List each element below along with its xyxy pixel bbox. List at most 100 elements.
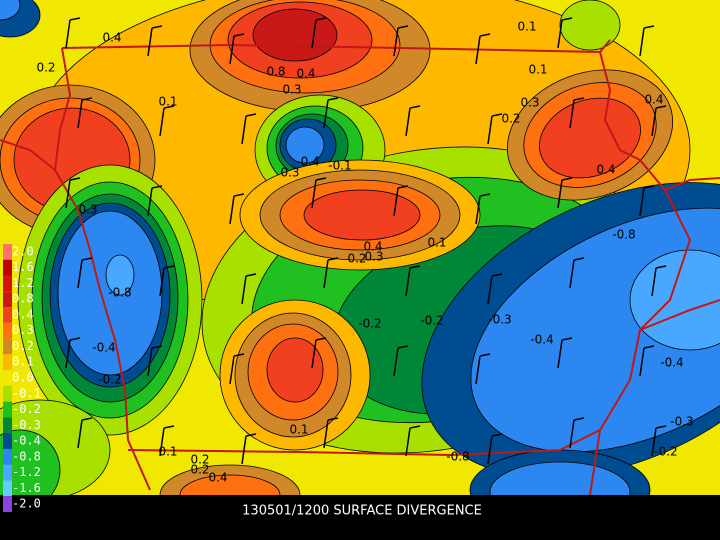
legend-label: 0.4 — [12, 307, 34, 321]
contour-region — [303, 189, 421, 241]
contour-region — [252, 8, 338, 62]
contour-label: 0.2 — [36, 61, 55, 75]
legend-label: -1.6 — [12, 481, 41, 495]
wind-barb — [639, 185, 655, 217]
wind-barb — [159, 425, 175, 457]
wind-barb — [65, 337, 81, 369]
wind-barb — [147, 25, 163, 57]
wind-barb — [487, 113, 503, 145]
wind-barb — [569, 417, 585, 449]
legend-swatch — [3, 354, 12, 371]
wind-barb — [651, 425, 667, 457]
color-legend: 2.0 1.6 1.2 0.80.4 0.3 0.2 0.1 0.0-0.1 -0.2 -0.3 -… — [3, 244, 41, 512]
legend-label: 1.6 — [12, 260, 34, 274]
legend-swatch — [3, 464, 12, 481]
wind-barb — [159, 105, 175, 137]
legend-label: 1.2 — [12, 276, 34, 290]
wind-barb — [323, 417, 339, 449]
contour-label: 0.3 — [282, 83, 301, 97]
legend-swatch — [3, 401, 12, 418]
legend-swatch — [3, 338, 12, 355]
wind-barb — [77, 417, 93, 449]
contour-label: -0.3 — [670, 415, 693, 429]
contour-label: 0.4 — [363, 240, 382, 254]
wind-barb — [241, 273, 257, 305]
contour-label: 0.3 — [78, 203, 97, 217]
wind-barb — [475, 193, 491, 225]
legend-swatch — [3, 244, 12, 260]
wind-barb — [77, 97, 93, 129]
wind-barb — [405, 265, 421, 297]
wind-barb — [65, 177, 81, 209]
wind-barb — [651, 265, 667, 297]
contour-labels: 0.40.8 0.40.30.10.10.10.30.20.4-0.4 -0.10.… — [36, 20, 693, 485]
wind-barb — [569, 97, 585, 129]
wind-barb — [639, 25, 655, 57]
contour-label: -0.8 — [612, 228, 635, 242]
contour-label: -0.4 — [660, 356, 683, 370]
wind-barb — [229, 33, 245, 65]
wind-barb — [557, 337, 573, 369]
legend-swatch — [3, 480, 12, 497]
legend-swatch — [3, 291, 12, 308]
legend-swatch — [3, 275, 12, 292]
wind-barb — [475, 33, 491, 65]
legend-swatch — [3, 259, 12, 276]
wind-barb — [147, 185, 163, 217]
legend-swatch — [3, 496, 12, 512]
legend-label: -0.3 — [12, 418, 41, 432]
contour-region — [285, 126, 325, 164]
wind-barb — [405, 425, 421, 457]
contour-label: 0.4 — [208, 471, 227, 485]
contour-label: 0.3 — [280, 166, 299, 180]
contour-label: -0.2 — [358, 317, 381, 331]
legend-label: -0.4 — [12, 434, 41, 448]
wind-barb — [65, 17, 81, 49]
legend-swatch — [3, 322, 12, 339]
wind-barb — [229, 193, 245, 225]
contour-label: 0.8 — [266, 65, 285, 79]
legend-label: 2.0 — [12, 244, 34, 258]
legend-label: -0.2 — [12, 402, 41, 416]
contour-label: 0.1 — [158, 445, 177, 459]
legend-label: -0.8 — [12, 449, 41, 463]
contour-label: 0.1 — [289, 423, 308, 437]
contour-region — [57, 210, 163, 376]
wind-barb — [311, 17, 327, 49]
contour-region — [266, 337, 324, 403]
contour-region — [0, 0, 21, 21]
legend-label: 0.3 — [12, 323, 34, 337]
contour-label: 0.4 — [644, 93, 663, 107]
legend-swatch — [3, 307, 12, 323]
wind-barb — [311, 337, 327, 369]
wind-barb — [311, 177, 327, 209]
wind-barb — [557, 177, 573, 209]
contour-label: 0.4 — [102, 31, 121, 45]
contour-region — [105, 254, 135, 296]
legend-label: -2.0 — [12, 497, 41, 511]
legend-label: -0.1 — [12, 386, 41, 400]
contour-label: 0.1 — [528, 63, 547, 77]
contour-label: -0.2 — [654, 445, 677, 459]
legend-swatch — [3, 448, 12, 465]
wind-barb — [393, 185, 409, 217]
wind-barb — [651, 105, 667, 137]
contour-label: -0.2 — [98, 373, 121, 387]
contour-label: -0.3 — [488, 313, 511, 327]
contour-label: 0.1 — [158, 95, 177, 109]
contour-label: -0.4 — [92, 341, 115, 355]
contour-label: -0.4 — [530, 333, 553, 347]
contour-label: 0.2 — [190, 453, 209, 467]
contour-label: -0.8 — [446, 450, 469, 464]
contour-label: 0.4 — [296, 67, 315, 81]
wind-barb — [557, 17, 573, 49]
contour-label: 0.4 — [596, 163, 615, 177]
contour-label: -0.2 — [420, 314, 443, 328]
legend-label: -1.2 — [12, 465, 41, 479]
legend-swatch — [3, 385, 12, 402]
wind-barb — [229, 353, 245, 385]
wind-barb — [147, 345, 163, 377]
wind-barb — [569, 257, 585, 289]
contour-label: 0.2 — [347, 252, 366, 266]
